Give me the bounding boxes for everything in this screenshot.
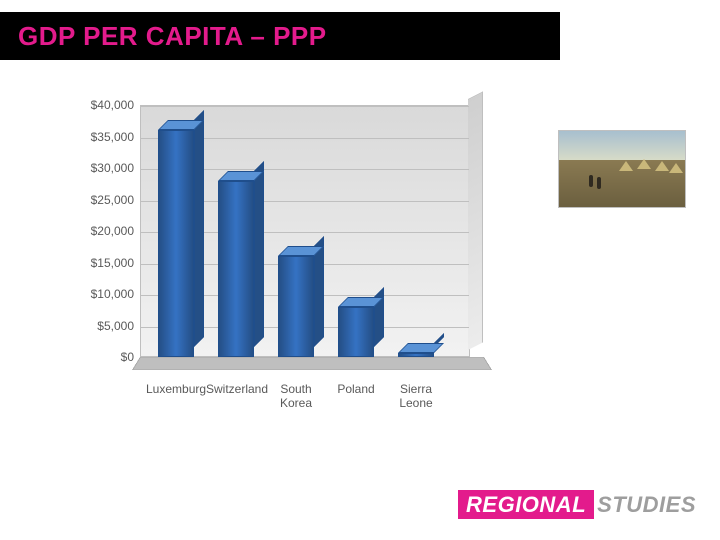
- chart-ytick-label: $15,000: [74, 256, 134, 270]
- chart-xtick-label: SierraLeone: [386, 383, 446, 411]
- chart-bar-side: [254, 161, 264, 347]
- chart-ytick-label: $0: [74, 350, 134, 364]
- chart-bar-front: [218, 181, 254, 357]
- chart-ytick-label: $25,000: [74, 193, 134, 207]
- chart-bar: [278, 256, 314, 357]
- chart-gridline: [141, 106, 469, 107]
- chart-bar-front: [338, 307, 374, 357]
- photo-sky: [559, 131, 685, 160]
- chart-ytick-label: $30,000: [74, 161, 134, 175]
- footer-logo: REGIONALSTUDIES: [458, 492, 696, 518]
- gdp-bar-chart: $0 $5,000 $10,000 $15,000 $20,000 $25,000 $30,…: [70, 105, 490, 445]
- chart-ytick-label: $20,000: [74, 224, 134, 238]
- chart-bar: [398, 353, 434, 357]
- chart-bar-front: [278, 256, 314, 357]
- chart-bar: [338, 307, 374, 357]
- chart-bar-side: [194, 110, 204, 347]
- side-photo-desert-camp: [558, 130, 686, 208]
- chart-floor: [132, 357, 492, 370]
- chart-ytick-label: $10,000: [74, 287, 134, 301]
- logo-brand: REGIONAL: [458, 490, 594, 519]
- logo-rest: STUDIES: [597, 492, 696, 517]
- chart-bar: [218, 181, 254, 357]
- chart-ytick-label: $35,000: [74, 130, 134, 144]
- chart-bar-side: [374, 287, 384, 347]
- page-title: GDP PER CAPITA – PPP: [18, 21, 327, 52]
- photo-figure: [597, 177, 601, 189]
- chart-bar-front: [158, 130, 194, 357]
- photo-figure: [589, 175, 593, 187]
- chart-bar: [158, 130, 194, 357]
- chart-ytick-label: $40,000: [74, 98, 134, 112]
- chart-xtick-label: Switzerland: [206, 383, 266, 397]
- chart-xtick-label: SouthKorea: [266, 383, 326, 411]
- chart-xtick-label: Poland: [326, 383, 386, 397]
- chart-bar-front: [398, 353, 434, 357]
- title-bar: GDP PER CAPITA – PPP: [0, 12, 560, 60]
- slide: { "title": "GDP PER CAPITA – PPP", "titl…: [0, 0, 720, 540]
- chart-xtick-label: Luxemburg: [146, 383, 206, 397]
- chart-ytick-label: $5,000: [74, 319, 134, 333]
